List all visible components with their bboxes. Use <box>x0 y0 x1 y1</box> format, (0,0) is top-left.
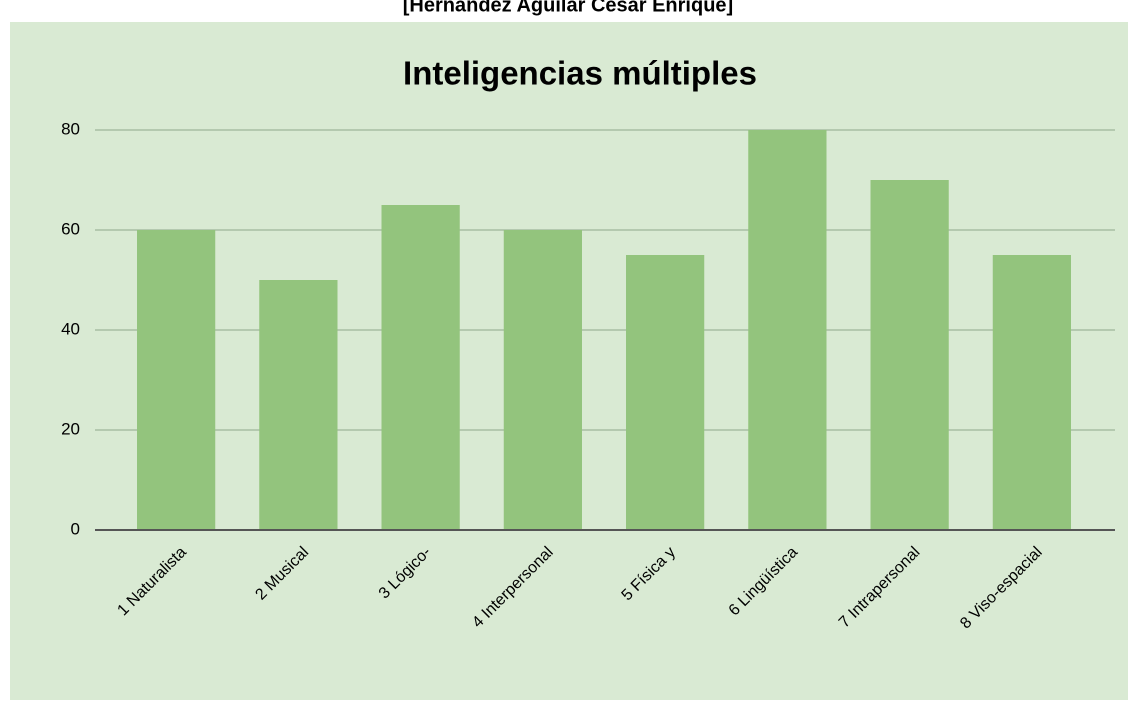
bar <box>992 255 1071 530</box>
y-tick-label: 20 <box>61 419 80 438</box>
bar <box>748 130 827 530</box>
bar <box>381 205 460 530</box>
bar <box>259 280 338 530</box>
y-tick-label: 80 <box>61 119 80 138</box>
y-tick-label: 60 <box>61 219 80 238</box>
y-tick-label: 40 <box>61 319 80 338</box>
bar <box>870 180 949 530</box>
y-tick-label: 0 <box>71 519 80 538</box>
page-header: [Hernández Aguilar César Enrique] <box>403 0 733 16</box>
bar <box>626 255 705 530</box>
bar <box>137 230 216 530</box>
chart-title: Inteligencias múltiples <box>403 55 757 92</box>
bar <box>503 230 582 530</box>
